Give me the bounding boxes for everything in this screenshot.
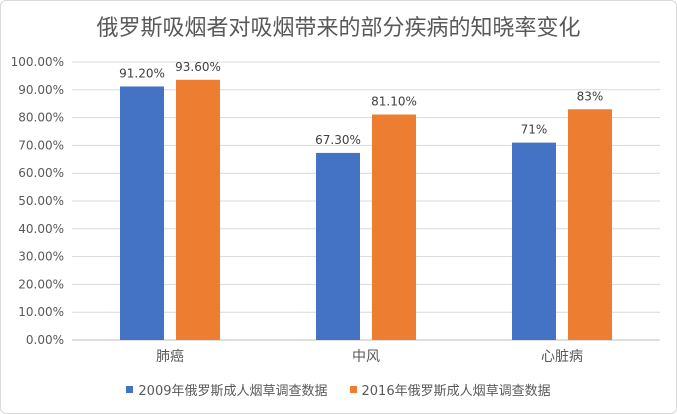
data-label: 81.10% bbox=[371, 95, 417, 109]
legend-swatch-2016 bbox=[349, 386, 357, 393]
y-tick-label: 30.00% bbox=[18, 250, 64, 264]
y-tick-label: 100.00% bbox=[11, 55, 64, 69]
bar-2009 bbox=[120, 86, 164, 341]
data-label: 91.20% bbox=[119, 66, 165, 80]
x-category-label: 中风 bbox=[352, 349, 380, 365]
x-category-label: 心脏病 bbox=[541, 349, 583, 365]
y-tick-label: 70.00% bbox=[18, 138, 64, 152]
bar-chart: 0.00% 10.00% 20.00% 30.00% 40.00% 50.00% 60.00… bbox=[11, 55, 660, 365]
y-tick-label: 0.00% bbox=[26, 333, 64, 347]
data-label: 67.30% bbox=[315, 133, 361, 147]
bar-2016 bbox=[176, 79, 220, 341]
legend-item-2009: 2009年俄罗斯成人烟草调查数据 bbox=[126, 380, 328, 399]
y-tick-label: 50.00% bbox=[18, 194, 64, 208]
bar-2009 bbox=[316, 152, 360, 340]
y-tick-label: 80.00% bbox=[18, 111, 64, 125]
bar-2016 bbox=[568, 109, 612, 340]
bar-2009 bbox=[512, 142, 556, 340]
legend-label-2009: 2009年俄罗斯成人烟草调查数据 bbox=[138, 384, 328, 399]
legend-item-2016: 2016年俄罗斯成人烟草调查数据 bbox=[349, 380, 551, 399]
data-label: 83% bbox=[577, 89, 604, 103]
legend-swatch-2009 bbox=[126, 386, 134, 393]
legend-label-2016: 2016年俄罗斯成人烟草调查数据 bbox=[361, 384, 551, 399]
chart-legend: 2009年俄罗斯成人烟草调查数据 2016年俄罗斯成人烟草调查数据 bbox=[0, 380, 677, 399]
bar-2016 bbox=[372, 114, 416, 341]
chart-title: 俄罗斯吸烟者对吸烟带来的部分疾病的知晓率变化 bbox=[96, 16, 581, 41]
y-tick-label: 10.00% bbox=[18, 305, 64, 319]
y-tick-label: 20.00% bbox=[18, 277, 64, 291]
x-category-label: 肺癌 bbox=[156, 349, 184, 365]
data-label: 93.60% bbox=[175, 60, 221, 74]
y-tick-label: 60.00% bbox=[18, 166, 64, 180]
y-tick-label: 40.00% bbox=[18, 222, 64, 236]
y-tick-label: 90.00% bbox=[18, 83, 64, 97]
data-label: 71% bbox=[521, 123, 548, 137]
